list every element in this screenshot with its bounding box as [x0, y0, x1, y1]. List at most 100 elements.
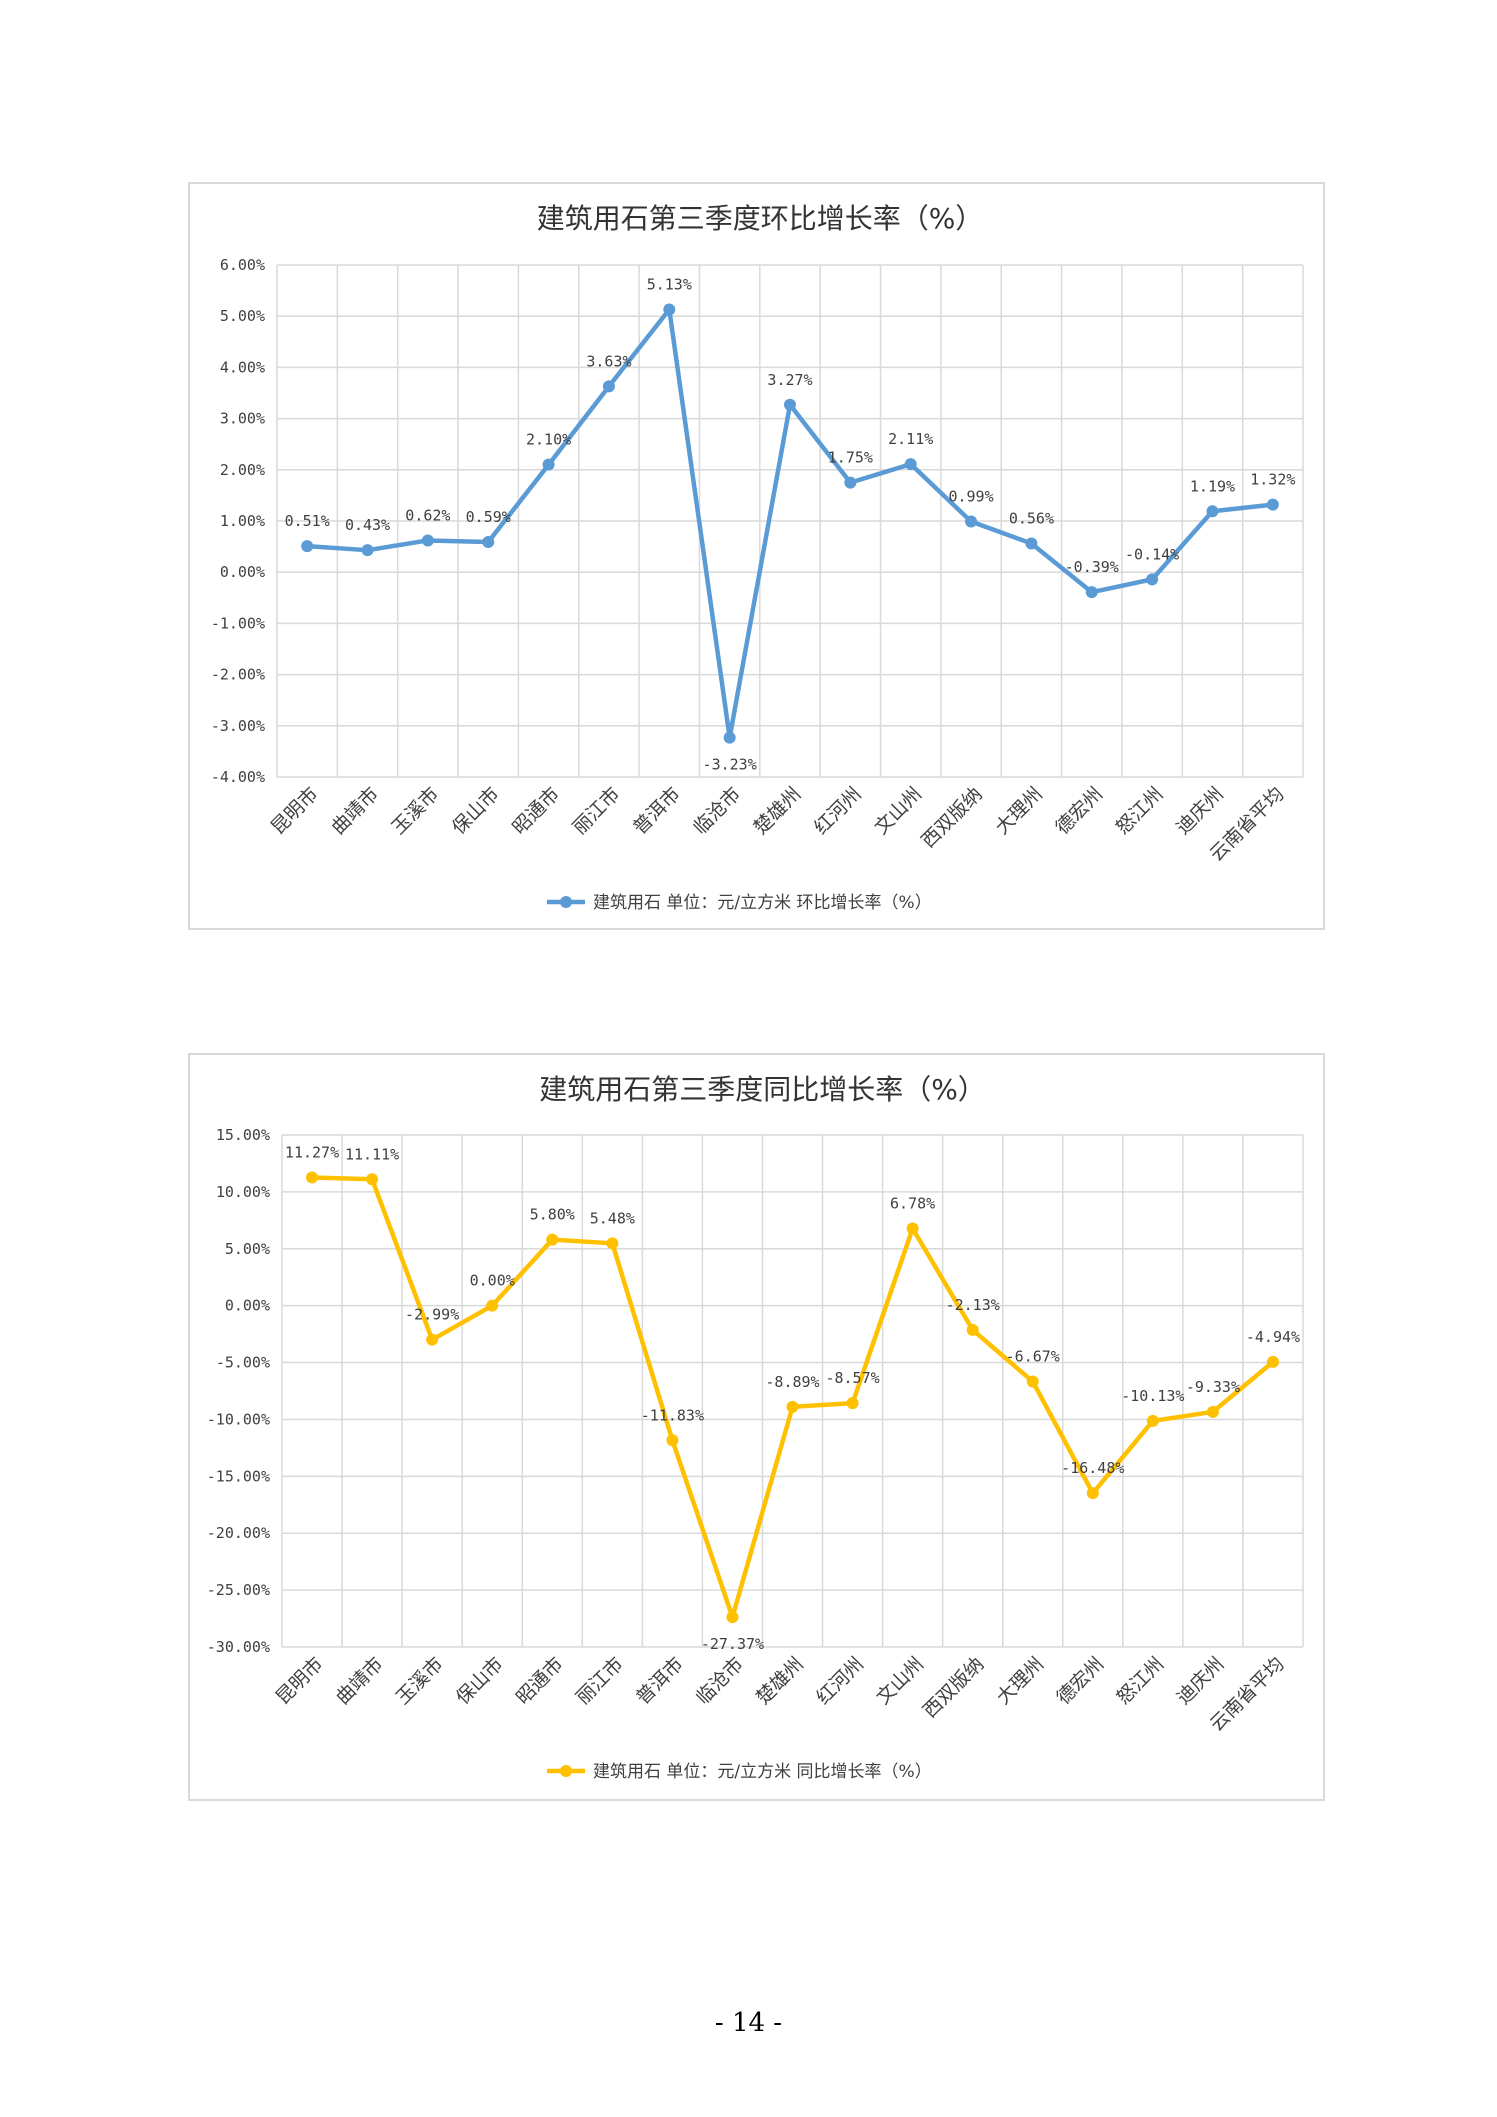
x-tick-label: 昆明市 [272, 1653, 328, 1709]
data-point [421, 534, 434, 547]
data-point [482, 535, 495, 548]
data-label: 6.78% [890, 1195, 935, 1213]
y-tick-label: 2.00% [220, 461, 265, 479]
chart-title: 建筑用石第三季度同比增长率（%） [539, 1073, 986, 1106]
x-tick-label: 曲靖市 [332, 1653, 388, 1709]
data-label: -27.37% [701, 1635, 764, 1653]
y-tick-label: -3.00% [211, 717, 265, 735]
data-label: 0.56% [1009, 510, 1054, 528]
y-tick-label: -2.00% [211, 666, 265, 684]
x-tick-label: 楚雄州 [750, 783, 806, 839]
x-tick-label: 玉溪市 [388, 783, 444, 839]
data-label: -2.99% [405, 1306, 459, 1324]
y-tick-label: 1.00% [220, 512, 265, 530]
x-tick-label: 玉溪市 [392, 1653, 448, 1709]
data-point [1266, 1355, 1279, 1368]
y-tick-label: 4.00% [220, 358, 265, 376]
data-point [546, 1233, 559, 1246]
data-point [542, 458, 555, 471]
y-tick-label: -30.00% [207, 1638, 270, 1656]
y-tick-label: 5.00% [220, 307, 265, 325]
mom-growth-chart: 建筑用石第三季度环比增长率（%） 6.00% 5.00% 4.00% 3.00% 2.00… [188, 182, 1325, 930]
data-point [965, 515, 978, 528]
data-label: 3.63% [586, 352, 631, 370]
x-tick-label: 昆明市 [267, 783, 323, 839]
y-tick-label: -1.00% [211, 614, 265, 632]
data-point [1206, 505, 1219, 518]
data-label: 11.11% [345, 1145, 399, 1163]
data-label: 0.00% [470, 1272, 515, 1290]
y-tick-label: 3.00% [220, 410, 265, 428]
data-label: 2.11% [888, 430, 933, 448]
data-label: -2.13% [946, 1296, 1000, 1314]
x-tick-label: 保山市 [448, 783, 504, 839]
data-label: 0.51% [285, 512, 330, 530]
y-tick-label: -4.00% [211, 768, 265, 786]
x-tick-label: 迪庆州 [1173, 1653, 1229, 1709]
data-point [966, 1323, 979, 1336]
data-label: -4.94% [1246, 1328, 1300, 1346]
legend-swatch-marker [560, 1765, 572, 1777]
data-label: 0.43% [345, 516, 390, 534]
data-point [1146, 1414, 1159, 1427]
x-tick-label: 德宏州 [1052, 1653, 1108, 1709]
data-label: 0.99% [948, 488, 993, 506]
data-label: -16.48% [1061, 1459, 1124, 1477]
x-tick-label: 大理州 [992, 1653, 1048, 1709]
data-point [426, 1333, 439, 1346]
data-point [723, 731, 736, 744]
data-label: 5.80% [530, 1206, 575, 1224]
x-tick-label: 昭通市 [512, 1653, 568, 1709]
y-tick-label: -25.00% [207, 1581, 270, 1599]
data-point [844, 476, 857, 489]
data-label: 0.62% [405, 506, 450, 524]
x-tick-label: 曲靖市 [327, 783, 383, 839]
x-tick-label: 红河州 [812, 1653, 868, 1709]
x-tick-label: 丽江市 [569, 783, 625, 839]
mom-growth-chart-svg: 建筑用石第三季度环比增长率（%） 6.00% 5.00% 4.00% 3.00% 2.00… [211, 202, 1304, 913]
data-point [1025, 537, 1038, 550]
x-tick-label: 红河州 [810, 783, 866, 839]
data-point [784, 398, 796, 411]
data-point [846, 1397, 859, 1410]
data-point [1085, 586, 1098, 599]
data-label: -8.89% [765, 1373, 819, 1391]
y-tick-label: -5.00% [216, 1354, 270, 1372]
y-tick-label: 6.00% [220, 256, 265, 274]
x-tick-label: 丽江市 [572, 1653, 628, 1709]
x-tick-label: 文山州 [872, 1653, 928, 1709]
x-tick-label: 迪庆州 [1172, 783, 1228, 839]
x-tick-label: 文山州 [870, 783, 926, 839]
data-label: 1.32% [1250, 471, 1295, 489]
page-number: - 14 - [714, 2008, 783, 2038]
x-tick-label: 保山市 [452, 1653, 508, 1709]
x-tick-label: 普洱市 [632, 1653, 688, 1709]
data-point [904, 458, 917, 471]
data-label: -0.39% [1065, 558, 1119, 576]
y-tick-label: 10.00% [216, 1183, 270, 1201]
data-point [1146, 573, 1159, 586]
data-label: 3.27% [767, 371, 812, 389]
x-tick-label: 怒江州 [1112, 783, 1168, 839]
data-label: 0.59% [466, 508, 511, 526]
x-tick-label: 临沧市 [689, 783, 745, 839]
x-tick-label: 昭通市 [508, 783, 564, 839]
data-point [486, 1299, 499, 1312]
data-label: 1.75% [828, 449, 873, 467]
legend-label: 建筑用石 单位：元/立方米 环比增长率（%） [593, 893, 932, 913]
chart-title: 建筑用石第三季度环比增长率（%） [537, 202, 984, 235]
data-point [606, 1237, 619, 1250]
data-label: 5.48% [590, 1209, 635, 1227]
data-point [786, 1400, 799, 1413]
data-label: 11.27% [285, 1143, 339, 1161]
data-label: -0.14% [1125, 545, 1179, 563]
data-label: 5.13% [647, 276, 692, 294]
y-tick-label: -20.00% [207, 1524, 270, 1542]
data-label: -8.57% [825, 1369, 879, 1387]
yoy-growth-chart-svg: 建筑用石第三季度同比增长率（%） 15.00% 10.00% 5.00% 0.00% -5… [207, 1073, 1304, 1782]
x-tick-label: 普洱市 [629, 783, 685, 839]
data-point [306, 1171, 319, 1184]
x-tick-label: 大理州 [991, 783, 1047, 839]
data-label: -9.33% [1186, 1378, 1240, 1396]
data-point [361, 544, 374, 557]
